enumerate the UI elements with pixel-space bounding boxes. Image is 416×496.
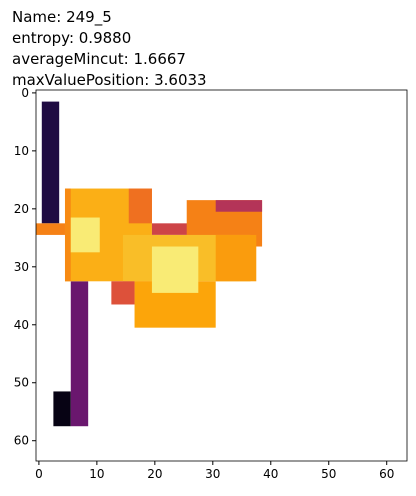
- heat-cell: [151, 246, 199, 293]
- heat-cell: [215, 200, 263, 212]
- heat-cell: [64, 188, 71, 282]
- y-tick-label: 30: [14, 260, 29, 274]
- y-tick-label: 10: [14, 144, 29, 158]
- heat-cell: [215, 234, 257, 282]
- title-line: Name: 249_5: [12, 8, 112, 27]
- x-tick-label: 50: [321, 467, 336, 481]
- y-tick-label: 50: [14, 376, 29, 390]
- x-tick-label: 30: [205, 467, 220, 481]
- y-tick-label: 20: [14, 202, 29, 216]
- x-tick-label: 40: [263, 467, 278, 481]
- y-tick-label: 0: [21, 86, 29, 100]
- heat-cell: [53, 391, 71, 427]
- y-tick-label: 60: [14, 434, 29, 448]
- heat-cell: [111, 281, 135, 305]
- x-tick-label: 20: [147, 467, 162, 481]
- x-tick-label: 60: [379, 467, 394, 481]
- title-line: maxValuePosition: 3.6033: [12, 71, 207, 89]
- plot-frame: [35, 89, 408, 462]
- heat-cell: [128, 188, 152, 224]
- y-tick-label: 40: [14, 318, 29, 332]
- heat-cell: [70, 281, 89, 427]
- heat-cell: [151, 223, 193, 235]
- title-line: entropy: 0.9880: [12, 29, 131, 47]
- heat-cell: [70, 217, 100, 253]
- title-line: averageMincut: 1.6667: [12, 50, 186, 68]
- heat-cell: [41, 101, 60, 224]
- x-tick-label: 0: [35, 467, 43, 481]
- x-tick-label: 10: [89, 467, 104, 481]
- heat-cell: [36, 223, 65, 235]
